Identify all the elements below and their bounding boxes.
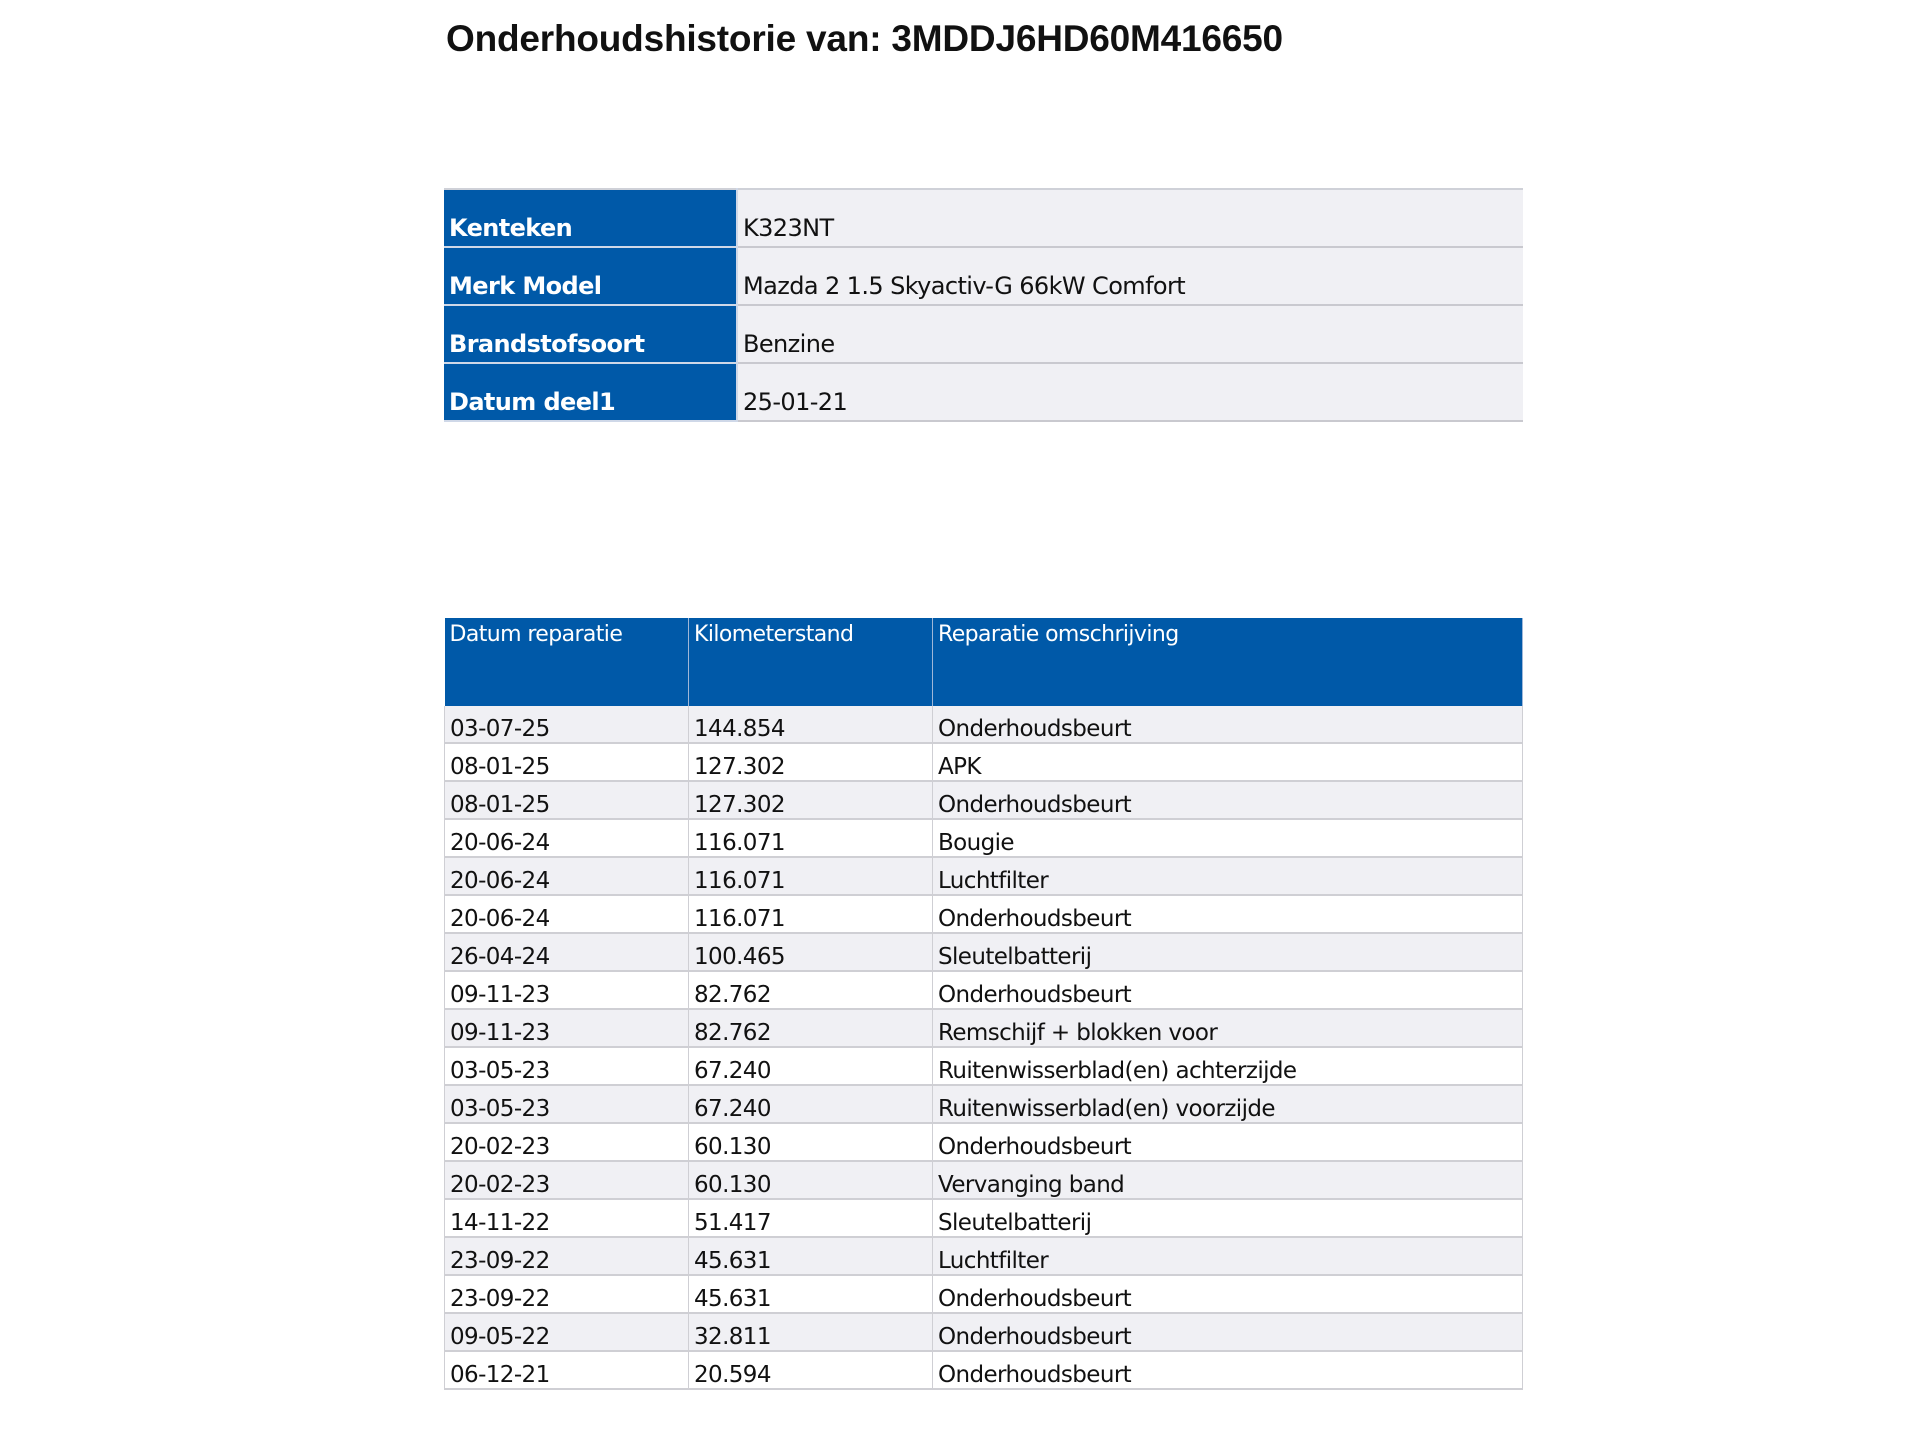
odometer: 45.631 [688,1237,933,1276]
info-label: Brandstofsoort [444,305,738,364]
odometer: 60.130 [688,1123,933,1162]
repair-description: Sleutelbatterij [932,1199,1523,1238]
odometer: 116.071 [688,819,933,858]
repair-description: Onderhoudsbeurt [932,971,1523,1010]
table-row: 09-11-23 82.762 Onderhoudsbeurt [444,971,1523,1010]
repair-date: 03-07-25 [444,706,689,744]
table-row: 20-06-24 116.071 Luchtfilter [444,857,1523,896]
repair-date: 14-11-22 [444,1199,689,1238]
repair-description: Bougie [932,819,1523,858]
odometer: 60.130 [688,1161,933,1200]
odometer: 51.417 [688,1199,933,1238]
table-row: 26-04-24 100.465 Sleutelbatterij [444,933,1523,972]
info-label: Datum deel1 [444,363,738,422]
repair-description: Remschijf + blokken voor [932,1009,1523,1048]
repair-date: 09-05-22 [444,1313,689,1352]
table-row: 20-06-24 116.071 Onderhoudsbeurt [444,895,1523,934]
repair-date: 20-02-23 [444,1123,689,1162]
repair-date: 20-06-24 [444,895,689,934]
repair-description: APK [932,743,1523,782]
table-row: 23-09-22 45.631 Onderhoudsbeurt [444,1275,1523,1314]
odometer: 82.762 [688,971,933,1010]
odometer: 32.811 [688,1313,933,1352]
table-row: 09-11-23 82.762 Remschijf + blokken voor [444,1009,1523,1048]
repair-date: 08-01-25 [444,781,689,820]
info-row: Datum deel1 25-01-21 [444,363,1523,422]
info-label: Merk Model [444,247,738,306]
table-row: 08-01-25 127.302 Onderhoudsbeurt [444,781,1523,820]
odometer: 20.594 [688,1351,933,1390]
repair-description: Onderhoudsbeurt [932,1313,1523,1352]
repair-date: 26-04-24 [444,933,689,972]
repair-description: Onderhoudsbeurt [932,1123,1523,1162]
repair-date: 09-11-23 [444,1009,689,1048]
repair-description: Ruitenwisserblad(en) achterzijde [932,1047,1523,1086]
table-row: 20-02-23 60.130 Vervanging band [444,1161,1523,1200]
column-header: Datum reparatie [444,618,689,706]
page-title: Onderhoudshistorie van: 3MDDJ6HD60M41665… [446,18,1283,59]
info-value: Mazda 2 1.5 Skyactiv-G 66kW Comfort [737,247,1523,306]
repair-description: Ruitenwisserblad(en) voorzijde [932,1085,1523,1124]
repair-date: 20-06-24 [444,819,689,858]
maintenance-history-table: Datum reparatie Kilometerstand Reparatie o… [444,618,1523,1390]
table-row: 06-12-21 20.594 Onderhoudsbeurt [444,1351,1523,1390]
odometer: 45.631 [688,1275,933,1314]
info-row: Kenteken K323NT [444,188,1523,248]
repair-description: Onderhoudsbeurt [932,781,1523,820]
odometer: 116.071 [688,857,933,896]
odometer: 116.071 [688,895,933,934]
info-value: K323NT [737,188,1523,248]
table-row: 03-05-23 67.240 Ruitenwisserblad(en) achte… [444,1047,1523,1086]
odometer: 127.302 [688,743,933,782]
odometer: 82.762 [688,1009,933,1048]
repair-description: Onderhoudsbeurt [932,1351,1523,1390]
repair-date: 06-12-21 [444,1351,689,1390]
repair-date: 20-02-23 [444,1161,689,1200]
repair-description: Luchtfilter [932,1237,1523,1276]
odometer: 67.240 [688,1047,933,1086]
repair-date: 03-05-23 [444,1047,689,1086]
vehicle-info-table: Kenteken K323NT Merk Model Mazda 2 1.5 Skya… [444,188,1523,422]
info-value: 25-01-21 [737,363,1523,422]
table-row: 20-06-24 116.071 Bougie [444,819,1523,858]
repair-description: Luchtfilter [932,857,1523,896]
repair-date: 20-06-24 [444,857,689,896]
repair-description: Onderhoudsbeurt [932,706,1523,744]
table-row: 03-05-23 67.240 Ruitenwisserblad(en) voorz… [444,1085,1523,1124]
info-value: Benzine [737,305,1523,364]
info-row: Merk Model Mazda 2 1.5 Skyactiv-G 66kW Co… [444,247,1523,306]
repair-date: 09-11-23 [444,971,689,1010]
odometer: 67.240 [688,1085,933,1124]
odometer: 127.302 [688,781,933,820]
repair-description: Onderhoudsbeurt [932,1275,1523,1314]
repair-date: 03-05-23 [444,1085,689,1124]
table-row: 03-07-25 144.854 Onderhoudsbeurt [444,706,1523,744]
repair-description: Sleutelbatterij [932,933,1523,972]
info-label: Kenteken [444,188,738,248]
repair-date: 08-01-25 [444,743,689,782]
table-row: 09-05-22 32.811 Onderhoudsbeurt [444,1313,1523,1352]
odometer: 100.465 [688,933,933,972]
repair-date: 23-09-22 [444,1275,689,1314]
table-row: 08-01-25 127.302 APK [444,743,1523,782]
odometer: 144.854 [688,706,933,744]
info-row: Brandstofsoort Benzine [444,305,1523,364]
table-row: 23-09-22 45.631 Luchtfilter [444,1237,1523,1276]
repair-description: Vervanging band [932,1161,1523,1200]
repair-description: Onderhoudsbeurt [932,895,1523,934]
repair-date: 23-09-22 [444,1237,689,1276]
table-row: 20-02-23 60.130 Onderhoudsbeurt [444,1123,1523,1162]
column-header: Kilometerstand [688,618,933,706]
column-header: Reparatie omschrijving [932,618,1523,706]
table-row: 14-11-22 51.417 Sleutelbatterij [444,1199,1523,1238]
